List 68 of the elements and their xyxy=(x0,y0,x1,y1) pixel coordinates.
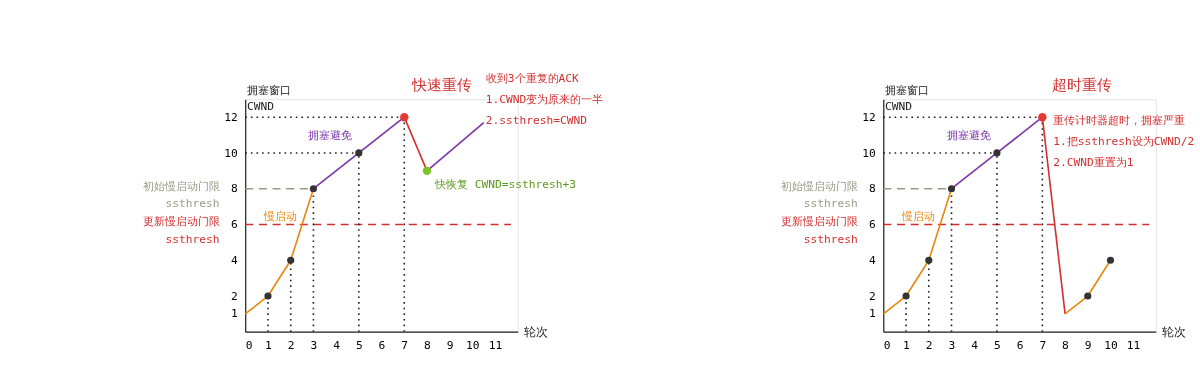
ref-line-label: 初始慢启动门限 ssthresh xyxy=(780,179,858,211)
y-tick-label: 4 xyxy=(868,253,876,267)
x-tick-label: 7 xyxy=(401,339,409,352)
y-tick-label: 2 xyxy=(230,289,238,303)
x-tick-label: 8 xyxy=(424,339,432,352)
x-tick-label: 0 xyxy=(883,339,891,352)
ref-line-label: 更新慢启动门限 ssthresh xyxy=(142,215,220,246)
point xyxy=(264,292,272,300)
x-tick-label: 1 xyxy=(903,339,910,352)
y-tick-label: 10 xyxy=(862,146,876,160)
x-tick-label: 11 xyxy=(1126,339,1141,352)
x-tick-label: 5 xyxy=(355,339,363,352)
annotation: 拥塞避免 xyxy=(946,129,991,143)
y-tick-label: 10 xyxy=(224,146,238,160)
y-axis-title: 拥塞窗口 CWND xyxy=(884,83,929,113)
annotation: 收到3个重复的ACK 1.CWND变为原来的一半 2.ssthresh=CWND xyxy=(485,72,604,128)
x-axis-title: 轮次 xyxy=(524,324,549,339)
point xyxy=(355,149,363,157)
point xyxy=(925,256,933,264)
y-tick-label: 6 xyxy=(868,218,876,232)
x-tick-label: 2 xyxy=(287,339,295,352)
annotation: 快速重传 xyxy=(411,75,473,94)
y-tick-label: 2 xyxy=(868,289,876,303)
point xyxy=(400,112,409,122)
x-tick-label: 10 xyxy=(1104,339,1118,352)
y-tick-label: 8 xyxy=(230,182,238,196)
x-tick-label: 0 xyxy=(245,339,253,352)
annotation: 重传计时器超时，拥塞严重 1.把ssthresh设为CWND/2 2.CWND重置为1 xyxy=(1053,114,1195,169)
ref-line-label: 更新慢启动门限 ssthresh xyxy=(780,215,858,246)
x-tick-label: 6 xyxy=(378,339,386,352)
point xyxy=(309,185,318,193)
point xyxy=(947,185,956,193)
x-tick-label: 1 xyxy=(265,339,272,352)
y-tick-label: 4 xyxy=(230,253,238,267)
point xyxy=(902,292,910,300)
annotation: 超时重传 xyxy=(1051,75,1112,94)
annotation: 慢启动 xyxy=(901,209,936,223)
x-tick-label: 4 xyxy=(333,339,341,352)
x-tick-label: 9 xyxy=(1084,339,1092,352)
x-tick-label: 3 xyxy=(310,339,318,352)
x-tick-label: 9 xyxy=(446,339,454,352)
ref-line-label: 初始慢启动门限 ssthresh xyxy=(142,179,220,211)
x-tick-label: 6 xyxy=(1016,339,1024,352)
y-tick-label: 1 xyxy=(868,307,876,321)
point xyxy=(1084,292,1092,300)
x-tick-label: 4 xyxy=(971,339,979,352)
point xyxy=(422,166,432,176)
y-tick-label: 12 xyxy=(862,110,876,124)
annotation: 快恢复 CWND=ssthresh+3 xyxy=(434,177,577,191)
x-tick-label: 2 xyxy=(925,339,933,352)
point xyxy=(287,256,295,264)
y-tick-label: 8 xyxy=(868,182,876,196)
x-tick-label: 10 xyxy=(466,339,480,352)
x-tick-label: 5 xyxy=(993,339,1001,352)
x-tick-label: 3 xyxy=(948,339,956,352)
point xyxy=(993,149,1001,157)
y-axis-title: 拥塞窗口 CWND xyxy=(246,83,291,113)
x-tick-label: 11 xyxy=(488,339,503,352)
x-tick-label: 7 xyxy=(1039,339,1047,352)
annotation: 拥塞避免 xyxy=(308,129,353,143)
y-tick-label: 1 xyxy=(230,307,238,321)
x-tick-label: 8 xyxy=(1062,339,1070,352)
annotation: 慢启动 xyxy=(263,209,298,223)
y-tick-label: 6 xyxy=(230,218,238,232)
point xyxy=(1106,256,1115,264)
point xyxy=(1038,112,1047,122)
y-tick-label: 12 xyxy=(224,110,238,124)
x-axis-title: 轮次 xyxy=(1162,324,1187,339)
